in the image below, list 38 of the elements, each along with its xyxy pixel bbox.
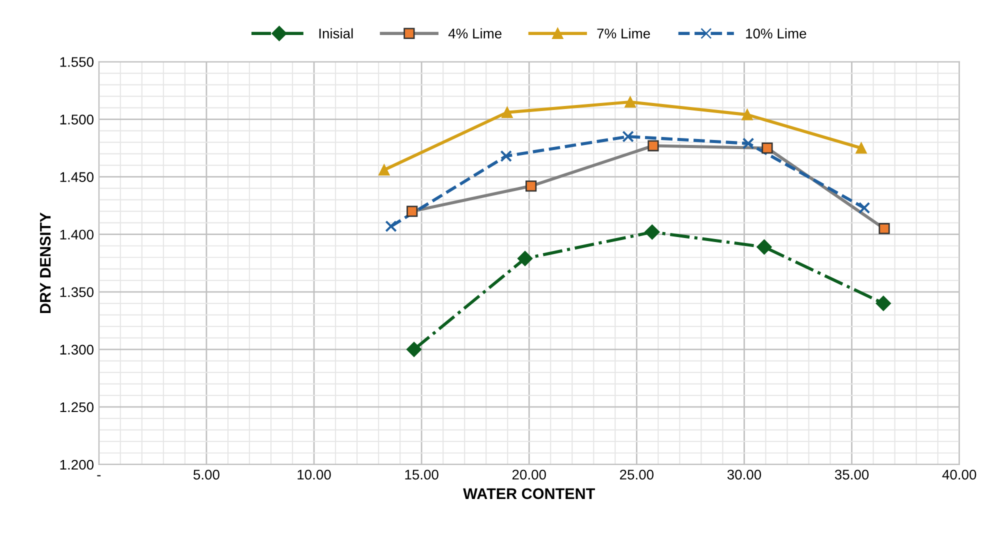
point [644,224,660,240]
point [876,296,891,311]
y-tick-label: 1.200 [60,460,94,470]
point [624,96,636,108]
point [622,130,634,142]
x-tick-label: 30.00 [727,470,762,480]
point [742,109,753,120]
point [742,138,754,150]
x-tick-label: 5.00 [193,470,220,480]
x-tick-label: - [97,475,101,476]
point [385,220,397,232]
point [500,150,512,162]
y-tick-label: 1.300 [60,344,94,355]
x-tick-label: 25.00 [620,470,654,480]
x-tick-label: 40.00 [942,470,976,480]
x-tick-label: 15.00 [405,470,438,480]
legend-label: 7% Lime [597,28,650,38]
x-tick-label: 20.00 [512,470,546,480]
x-tick-label: 10.00 [298,470,331,480]
y-tick-label: 1.400 [60,230,94,240]
y-tick-label: 1.550 [60,57,94,67]
y-tick-label: 1.450 [60,172,94,182]
point [856,142,867,154]
y-tick-label: 1.500 [60,114,94,124]
y-axis-title: DRY DENSITY [40,212,51,314]
legend-label: Inisial [319,28,353,38]
y-tick-label: 1.250 [60,402,94,412]
legend-label: 4% Lime [448,28,502,38]
x-tick-label: 35.00 [834,470,869,480]
point [517,250,533,266]
legend-label: 10% Lime [746,28,806,38]
point [858,202,870,214]
y-tick-label: 1.350 [60,287,94,298]
point [406,342,422,358]
point [378,164,390,176]
point [502,106,513,118]
point [756,239,772,255]
x-axis-title: WATER CONTENT [463,488,596,500]
